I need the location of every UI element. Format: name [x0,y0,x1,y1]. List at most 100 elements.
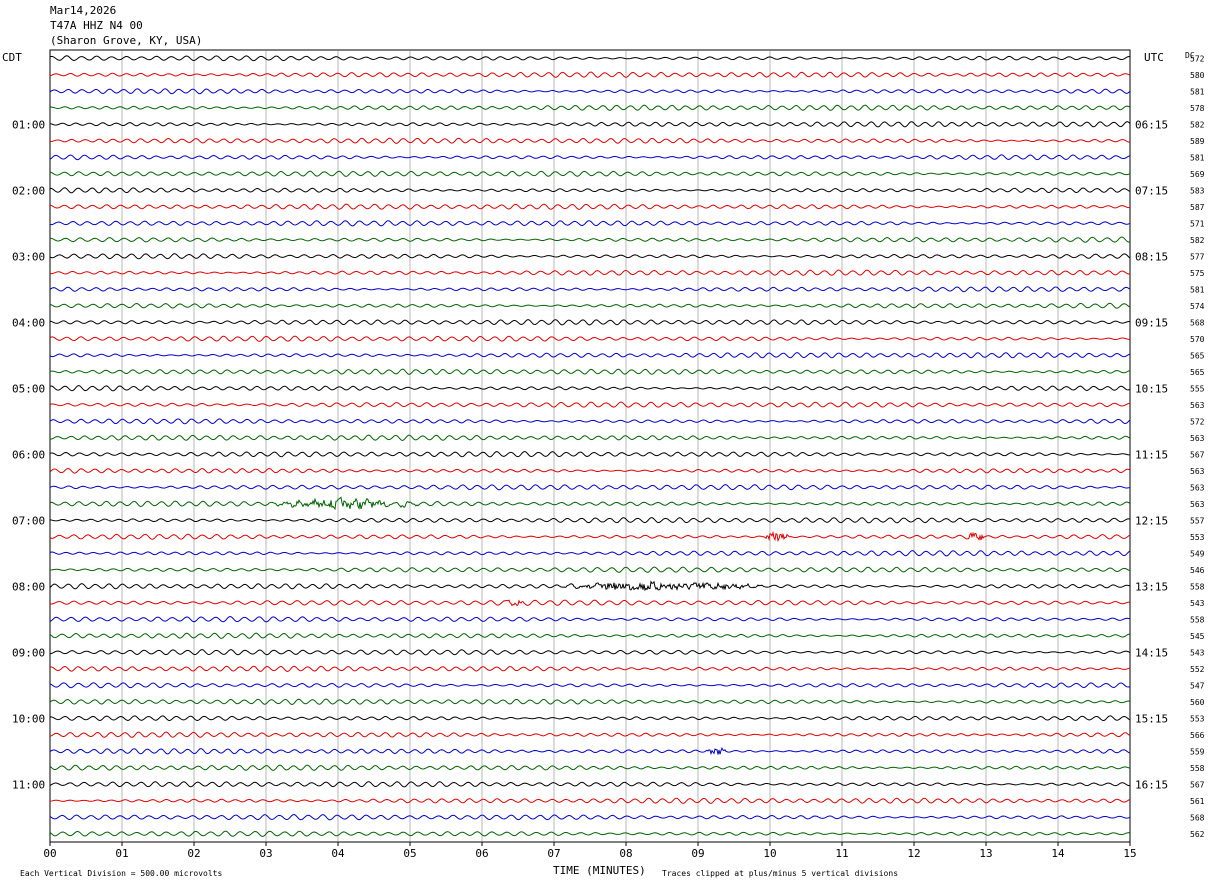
trace-line [49,665,1131,672]
right-hour-label: 07:15 [1135,184,1168,197]
dc-value: 567 [1190,450,1205,459]
dc-value: 552 [1190,665,1205,674]
trace-line [49,517,1131,524]
trace-line [49,170,1131,177]
x-tick-label: 06 [475,847,488,860]
plot-frame [49,49,1131,843]
right-hour-label: 15:15 [1135,712,1168,725]
left-hour-label: 05:00 [12,382,45,395]
dc-value: 578 [1190,104,1205,113]
trace-line [49,632,1131,639]
dc-value: 577 [1190,252,1205,261]
dc-value: 583 [1190,186,1205,195]
dc-value: 543 [1190,648,1205,657]
right-hour-label: 11:15 [1135,448,1168,461]
dc-value: 569 [1190,170,1205,179]
dc-value: 582 [1190,236,1205,245]
trace-line [49,401,1131,408]
trace-line [49,302,1131,309]
trace-line [49,335,1131,342]
dc-value: 562 [1190,830,1205,839]
dc-value: 547 [1190,681,1205,690]
trace-line [49,830,1131,837]
left-hour-label: 11:00 [12,778,45,791]
trace-line [49,616,1131,623]
trace-line [49,484,1131,491]
trace-line [49,649,1131,656]
dc-value: 565 [1190,368,1205,377]
trace-line [49,797,1131,804]
x-tick-label: 05 [403,847,416,860]
dc-column-label: DC [1185,51,1195,60]
dc-value: 570 [1190,335,1205,344]
dc-value: 558 [1190,582,1205,591]
left-hour-label: 03:00 [12,250,45,263]
dc-value: 572 [1190,417,1205,426]
dc-value: 565 [1190,351,1205,360]
dc-value: 557 [1190,516,1205,525]
dc-value: 553 [1190,533,1205,542]
left-hour-label: 06:00 [12,448,45,461]
dc-value: 582 [1190,120,1205,129]
x-tick-label: 07 [547,847,560,860]
right-hour-label: 12:15 [1135,514,1168,527]
trace-line [49,682,1131,689]
trace-line [49,104,1131,111]
dc-value: 581 [1190,153,1205,162]
right-hour-label: 16:15 [1135,778,1168,791]
dc-value: 563 [1190,483,1205,492]
dc-value: 581 [1190,285,1205,294]
trace-line [49,269,1131,276]
trace-line [49,286,1131,293]
trace-line [49,715,1131,722]
left-hour-label: 07:00 [12,514,45,527]
trace-line [49,319,1130,326]
dc-value: 567 [1190,780,1205,789]
trace-line [49,385,1131,392]
x-tick-label: 13 [979,847,992,860]
dc-value: 549 [1190,549,1205,558]
dc-value: 587 [1190,203,1205,212]
left-hour-labels: 01:00 02:00 03:00 04:00 05:00 06:00 07:00 08:00… [12,118,45,791]
footer-clip-note: Traces clipped at plus/minus 5 vertical … [662,869,898,878]
trace-line [49,550,1131,557]
right-hour-label: 08:15 [1135,250,1168,263]
trace-line [49,220,1131,227]
trace-line [49,566,1131,573]
dc-value: 561 [1190,797,1205,806]
dc-value: 545 [1190,632,1205,641]
right-hour-labels: 06:15 07:15 08:15 09:15 10:15 11:15 12:15 13:15… [1135,118,1168,791]
trace-line [49,580,1131,592]
trace-line [49,154,1131,161]
trace-line [49,418,1131,425]
dc-value: 568 [1190,318,1205,327]
dc-value: 555 [1190,384,1205,393]
trace-line [49,599,1131,607]
left-timezone-label: CDT [2,51,22,64]
dc-value: 563 [1190,467,1205,476]
footer-scale-note: Each Vertical Division = 500.00 microvol… [20,869,222,878]
vertical-gridlines [121,50,1059,842]
left-hour-label: 08:00 [12,580,45,593]
right-hour-label: 13:15 [1135,580,1168,593]
dc-value: 581 [1190,87,1205,96]
right-hour-label: 14:15 [1135,646,1168,659]
right-hour-label: 09:15 [1135,316,1168,329]
trace-line [49,731,1131,738]
left-hour-label: 02:00 [12,184,45,197]
dc-value: 558 [1190,764,1205,773]
x-axis-ticks: 00 01 02 03 04 05 06 07 08 09 10 11 12 13 14 15 [43,842,1137,860]
trace-line [49,496,1131,511]
trace-line [49,434,1131,441]
trace-line [49,764,1131,771]
header-date: Mar14,2026 [50,4,117,17]
left-hour-label: 01:00 [12,118,45,131]
dc-value: 589 [1190,137,1205,146]
x-tick-label: 10 [763,847,776,860]
trace-line [49,746,1131,756]
trace-line [49,203,1131,210]
left-hour-label: 10:00 [12,712,45,725]
header-location: (Sharon Grove, KY, USA) [50,34,203,47]
x-tick-label: 03 [259,847,272,860]
